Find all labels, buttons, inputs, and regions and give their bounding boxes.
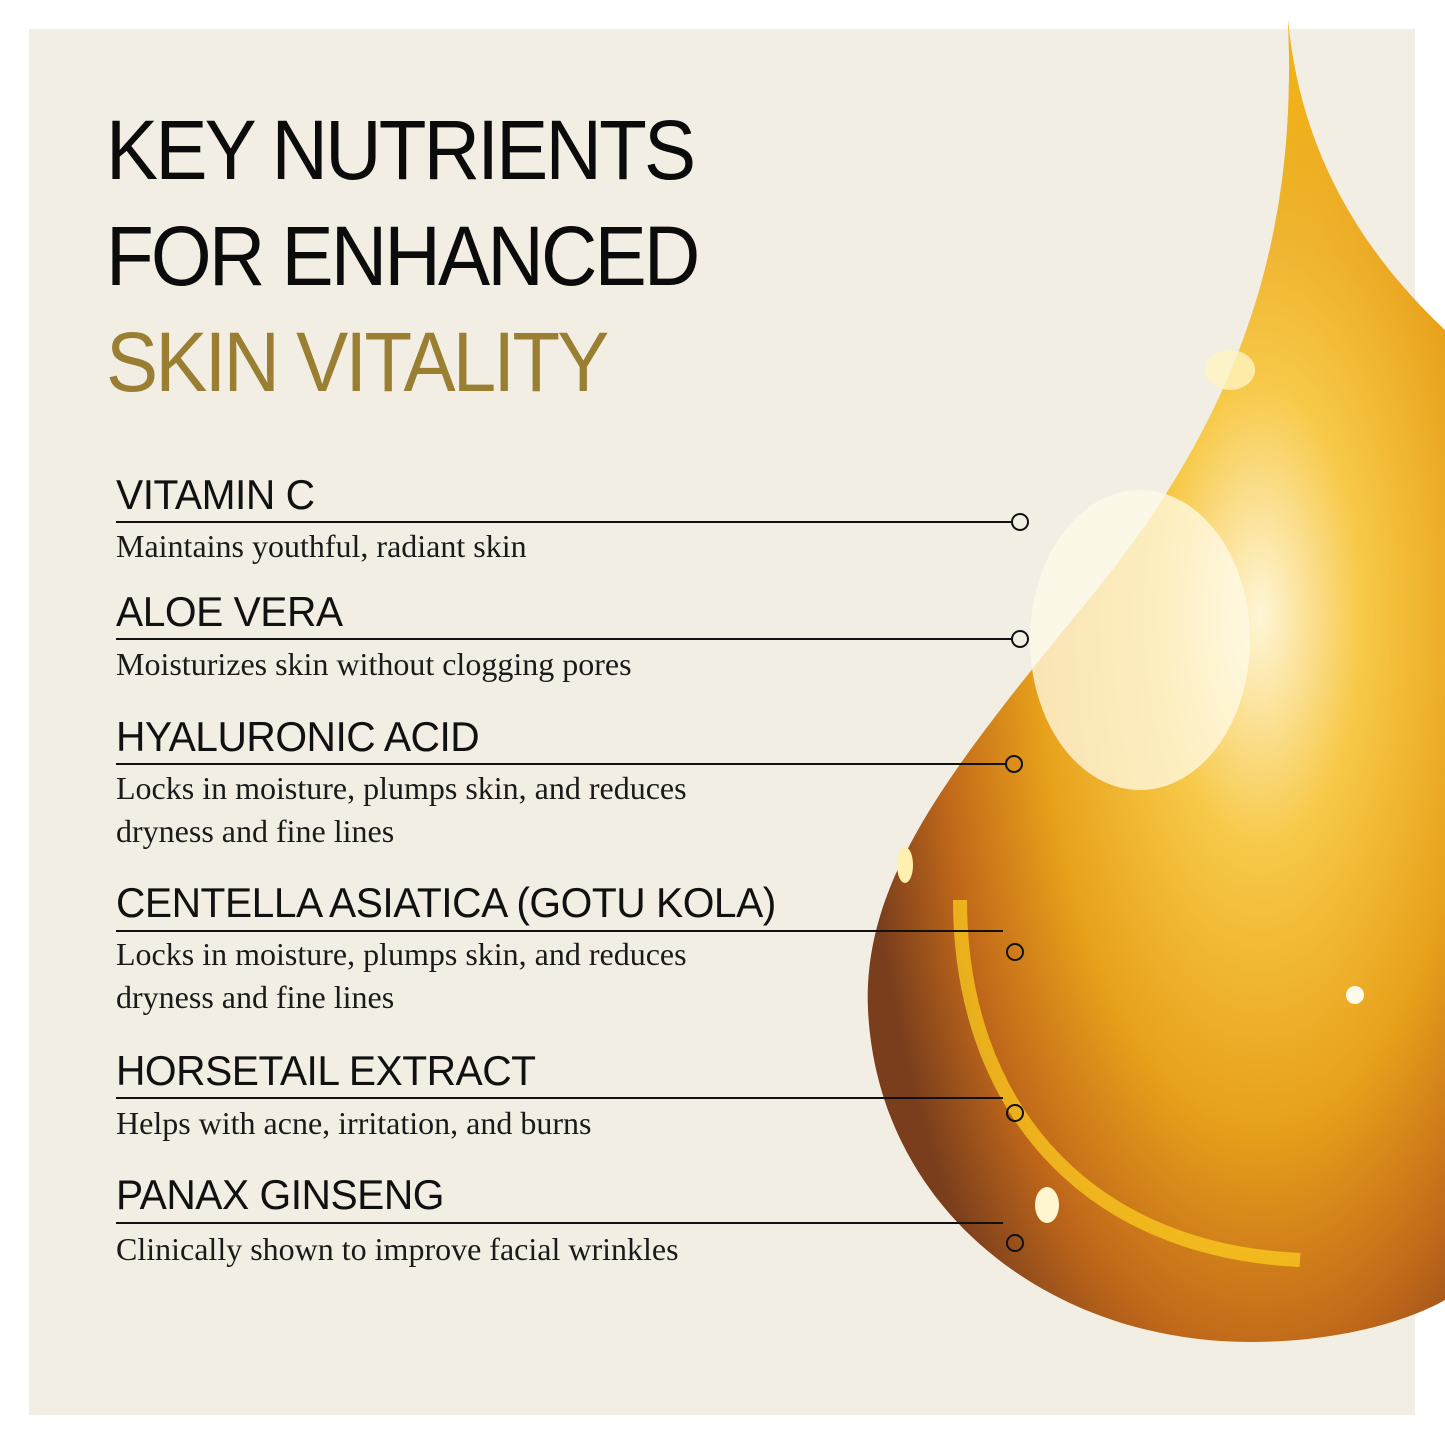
nutrient-vitamin-c: VITAMIN C: [116, 474, 321, 516]
nutrient-hyaluronic-acid: HYALURONIC ACID: [116, 716, 490, 758]
leader-line: [116, 1097, 1003, 1099]
nutrient-name: VITAMIN C: [116, 471, 315, 518]
marker-circle-icon: [1011, 630, 1029, 648]
nutrient-horsetail-extract: HORSETAIL EXTRACT: [116, 1050, 549, 1092]
desc-line: Locks in moisture, plumps skin, and redu…: [116, 770, 687, 806]
nutrient-name: HORSETAIL EXTRACT: [116, 1047, 536, 1094]
marker-circle-icon: [1005, 755, 1023, 773]
nutrient-desc: Maintains youthful, radiant skin: [116, 528, 527, 564]
marker-circle-icon: [1006, 943, 1024, 961]
desc-line: dryness and fine lines: [116, 813, 395, 849]
desc-line: Locks in moisture, plumps skin, and redu…: [116, 936, 687, 972]
leader-line: [116, 763, 1006, 765]
leader-line: [116, 638, 1012, 640]
nutrient-desc: Clinically shown to improve facial wrink…: [116, 1231, 679, 1267]
leader-line: [116, 930, 1003, 932]
nutrient-name: HYALURONIC ACID: [116, 713, 480, 760]
desc-line: dryness and fine lines: [116, 979, 395, 1015]
nutrient-name: ALOE VERA: [116, 588, 343, 635]
nutrient-aloe-vera: ALOE VERA: [116, 591, 350, 633]
nutrient-desc: Locks in moisture, plumps skin, and redu…: [116, 933, 687, 1019]
leader-line: [116, 521, 1012, 523]
title-line-2: FOR ENHANCED: [106, 209, 700, 303]
marker-circle-icon: [1006, 1234, 1024, 1252]
nutrient-name: CENTELLA ASIATICA (GOTU KOLA): [116, 879, 776, 926]
marker-circle-icon: [1011, 513, 1029, 531]
title-highlight: SKIN VITALITY: [106, 315, 609, 409]
marker-circle-icon: [1006, 1104, 1024, 1122]
leader-line: [116, 1222, 1003, 1224]
nutrient-desc: Locks in moisture, plumps skin, and redu…: [116, 767, 687, 853]
title-line-1: KEY NUTRIENTS: [106, 103, 696, 197]
nutrient-name: PANAX GINSENG: [116, 1171, 444, 1218]
nutrient-desc: Helps with acne, irritation, and burns: [116, 1105, 592, 1141]
nutrient-panax-ginseng: PANAX GINSENG: [116, 1174, 454, 1216]
nutrient-centella-asiatica: CENTELLA ASIATICA (GOTU KOLA): [116, 882, 796, 924]
nutrient-desc: Moisturizes skin without clogging pores: [116, 646, 632, 682]
